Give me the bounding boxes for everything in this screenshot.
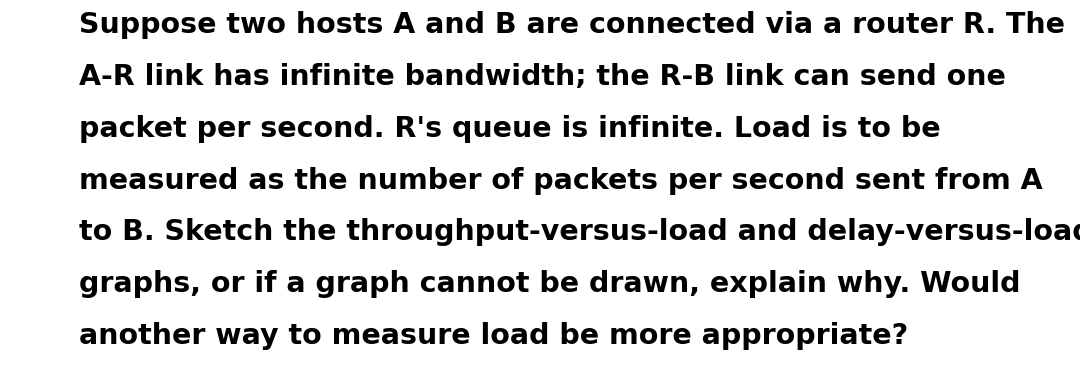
Text: measured as the number of packets per second sent from A: measured as the number of packets per se… bbox=[79, 167, 1042, 195]
Text: Suppose two hosts A and B are connected via a router R. The: Suppose two hosts A and B are connected … bbox=[79, 11, 1065, 39]
Text: graphs, or if a graph cannot be drawn, explain why. Would: graphs, or if a graph cannot be drawn, e… bbox=[79, 270, 1021, 298]
Text: to B. Sketch the throughput-versus-load and delay-versus-load: to B. Sketch the throughput-versus-load … bbox=[79, 218, 1080, 246]
Text: A-R link has infinite bandwidth; the R-B link can send one: A-R link has infinite bandwidth; the R-B… bbox=[79, 63, 1005, 91]
Text: another way to measure load be more appropriate?: another way to measure load be more appr… bbox=[79, 322, 908, 350]
Text: packet per second. R's queue is infinite. Load is to be: packet per second. R's queue is infinite… bbox=[79, 115, 941, 143]
